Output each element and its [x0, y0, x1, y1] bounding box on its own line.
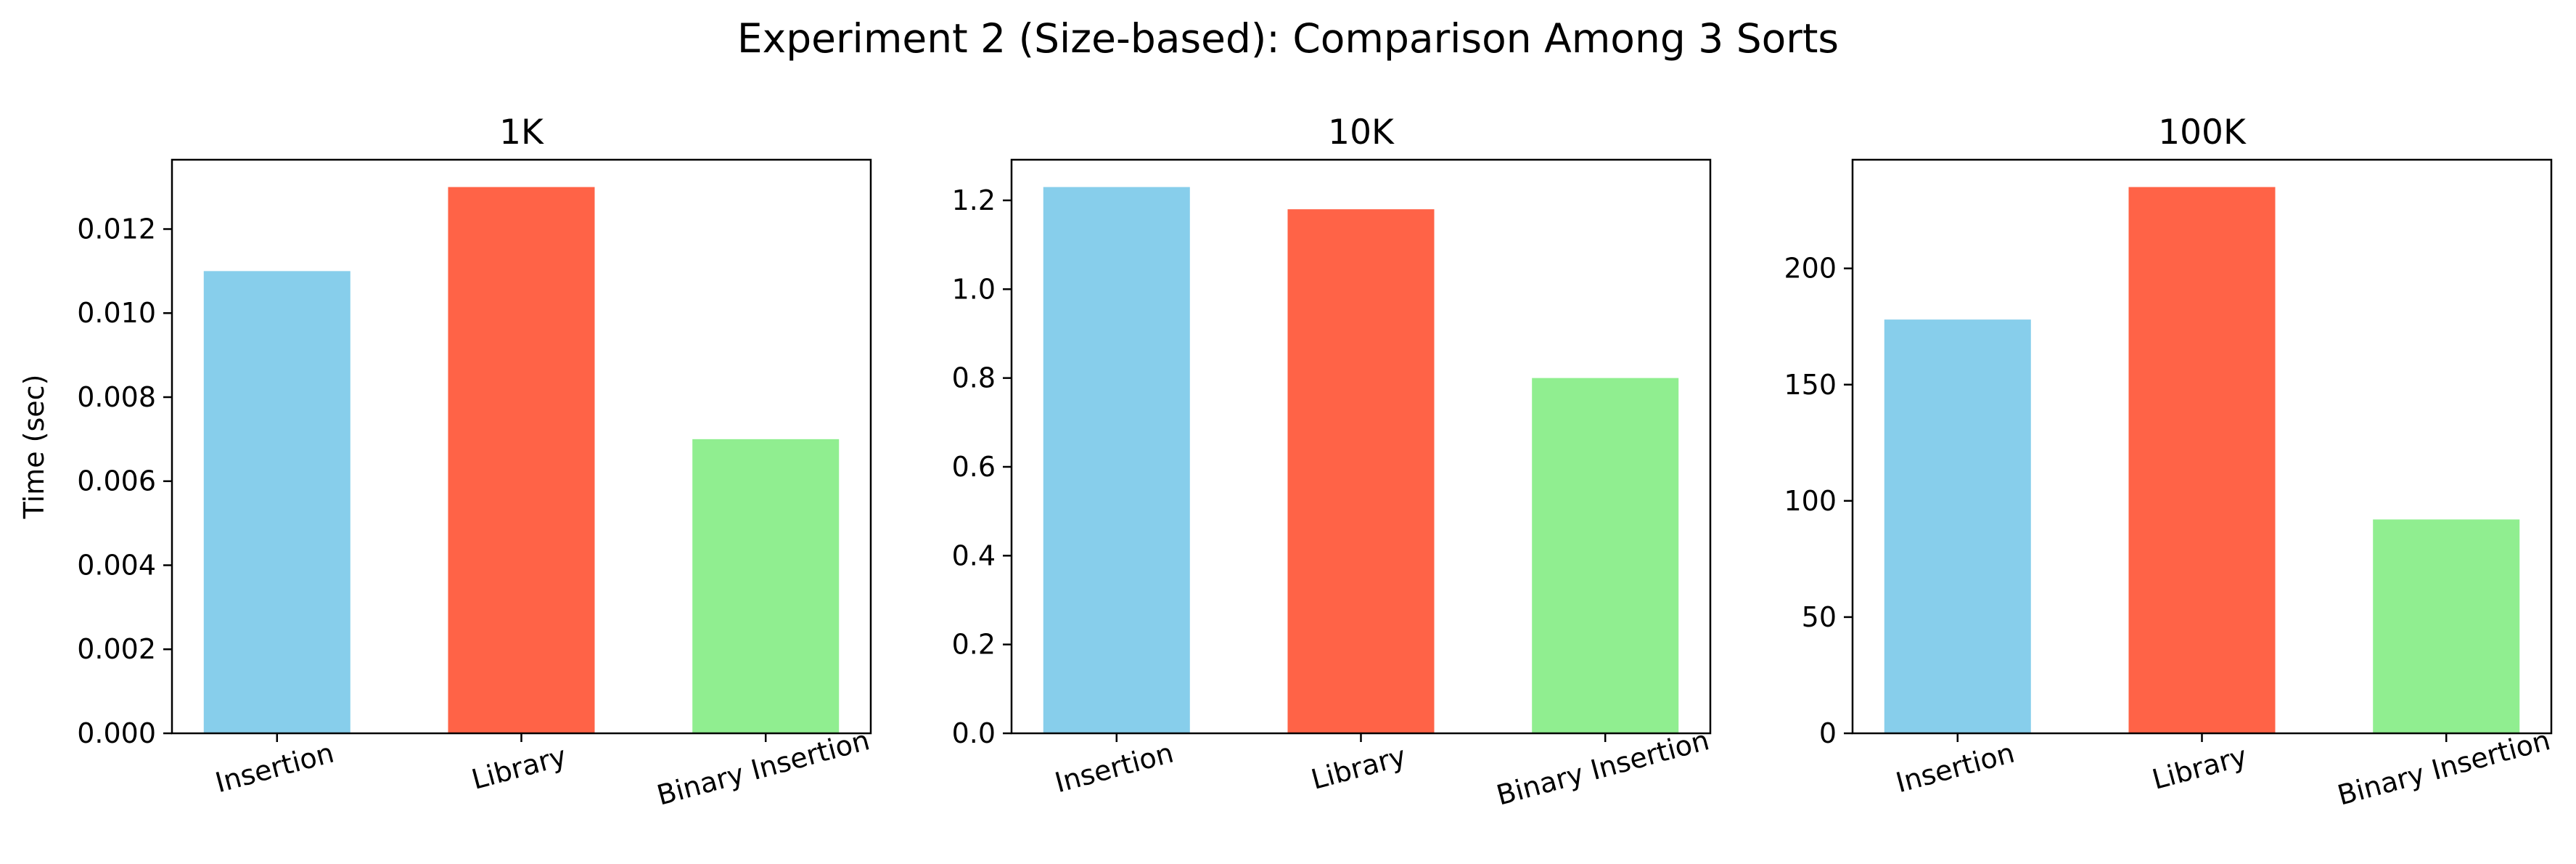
- y-tick-label: 0.002: [77, 633, 156, 665]
- chart-panel-3: 100K 0 50 100 150 200 Insertion Library Binary I…: [1784, 113, 2553, 812]
- figure-title: Experiment 2 (Size-based): Comparison Am…: [737, 15, 1839, 62]
- x-tick-label: Library: [1308, 740, 1409, 796]
- subplot-title: 1K: [499, 113, 544, 152]
- x-tick-label: Binary Insertion: [2334, 724, 2554, 811]
- x-tick-label: Insertion: [1051, 737, 1177, 799]
- chart-panels: 1K 0.000 0.002 0.004 0.006 0.008 0.010 0.012 Ins…: [18, 113, 2554, 812]
- bar-insertion: [203, 271, 350, 733]
- y-tick-label: 150: [1784, 369, 1837, 401]
- subplot-title: 100K: [2158, 113, 2247, 152]
- chart-panel-1: 1K 0.000 0.002 0.004 0.006 0.008 0.010 0.012 Ins…: [18, 113, 873, 812]
- bar-insertion: [1043, 187, 1190, 734]
- y-axis-label: Time (sec): [18, 375, 50, 520]
- y-tick-label: 0.8: [952, 362, 996, 394]
- bar-insertion: [1884, 319, 2031, 733]
- y-tick-label: 0.008: [77, 381, 156, 413]
- bar-binary-insertion: [692, 439, 840, 733]
- subplot-title: 10K: [1328, 113, 1395, 152]
- y-tick-label: 0.4: [952, 539, 996, 571]
- x-tick-label: Binary Insertion: [654, 724, 873, 811]
- x-tick-label: Insertion: [212, 737, 337, 799]
- x-tick-label: Library: [2149, 740, 2250, 796]
- y-tick-label: 0.006: [77, 465, 156, 497]
- y-tick-label: 0.6: [952, 451, 996, 483]
- y-tick-label: 0.010: [77, 297, 156, 329]
- y-tick-label: 1.2: [952, 184, 996, 216]
- bar-binary-insertion: [2373, 519, 2520, 733]
- y-tick-label: 0.004: [77, 549, 156, 581]
- chart-panel-2: 10K 0.0 0.2 0.4 0.6 0.8 1.0 1.2 Insertion Library…: [952, 113, 1712, 812]
- y-tick-label: 100: [1784, 485, 1837, 517]
- y-tick-label: 0.0: [952, 717, 996, 749]
- y-tick-label: 0.000: [77, 717, 156, 749]
- x-tick-label: Library: [468, 740, 570, 796]
- y-tick-label: 0.012: [77, 213, 156, 245]
- y-tick-label: 50: [1802, 601, 1837, 633]
- bar-binary-insertion: [1532, 378, 1679, 733]
- y-tick-label: 0: [1819, 717, 1837, 749]
- y-tick-label: 0.2: [952, 629, 996, 661]
- bar-library: [2128, 187, 2276, 734]
- bar-library: [1287, 209, 1435, 734]
- y-tick-label: 200: [1784, 253, 1837, 285]
- x-tick-label: Insertion: [1892, 737, 2018, 799]
- y-tick-label: 1.0: [952, 273, 996, 305]
- x-tick-label: Binary Insertion: [1493, 724, 1712, 811]
- bar-library: [448, 187, 595, 734]
